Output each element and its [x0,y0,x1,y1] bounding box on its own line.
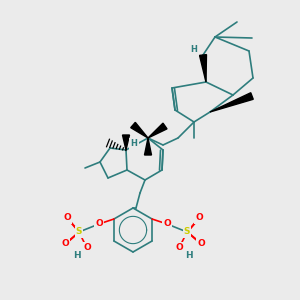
Text: H: H [185,251,193,260]
Polygon shape [131,122,148,138]
Text: H: H [73,251,81,260]
Polygon shape [200,55,206,82]
Polygon shape [148,123,167,138]
Text: S: S [184,227,190,236]
Text: H: H [130,140,137,148]
Polygon shape [210,93,253,112]
Text: O: O [197,239,205,248]
Polygon shape [145,138,152,155]
Text: S: S [76,227,82,236]
Text: O: O [175,244,183,253]
Polygon shape [122,135,130,150]
Text: O: O [63,214,71,223]
Text: O: O [163,220,171,229]
Text: O: O [95,220,103,229]
Text: O: O [61,239,69,248]
Text: O: O [83,244,91,253]
Text: H: H [190,46,197,55]
Text: O: O [195,214,203,223]
